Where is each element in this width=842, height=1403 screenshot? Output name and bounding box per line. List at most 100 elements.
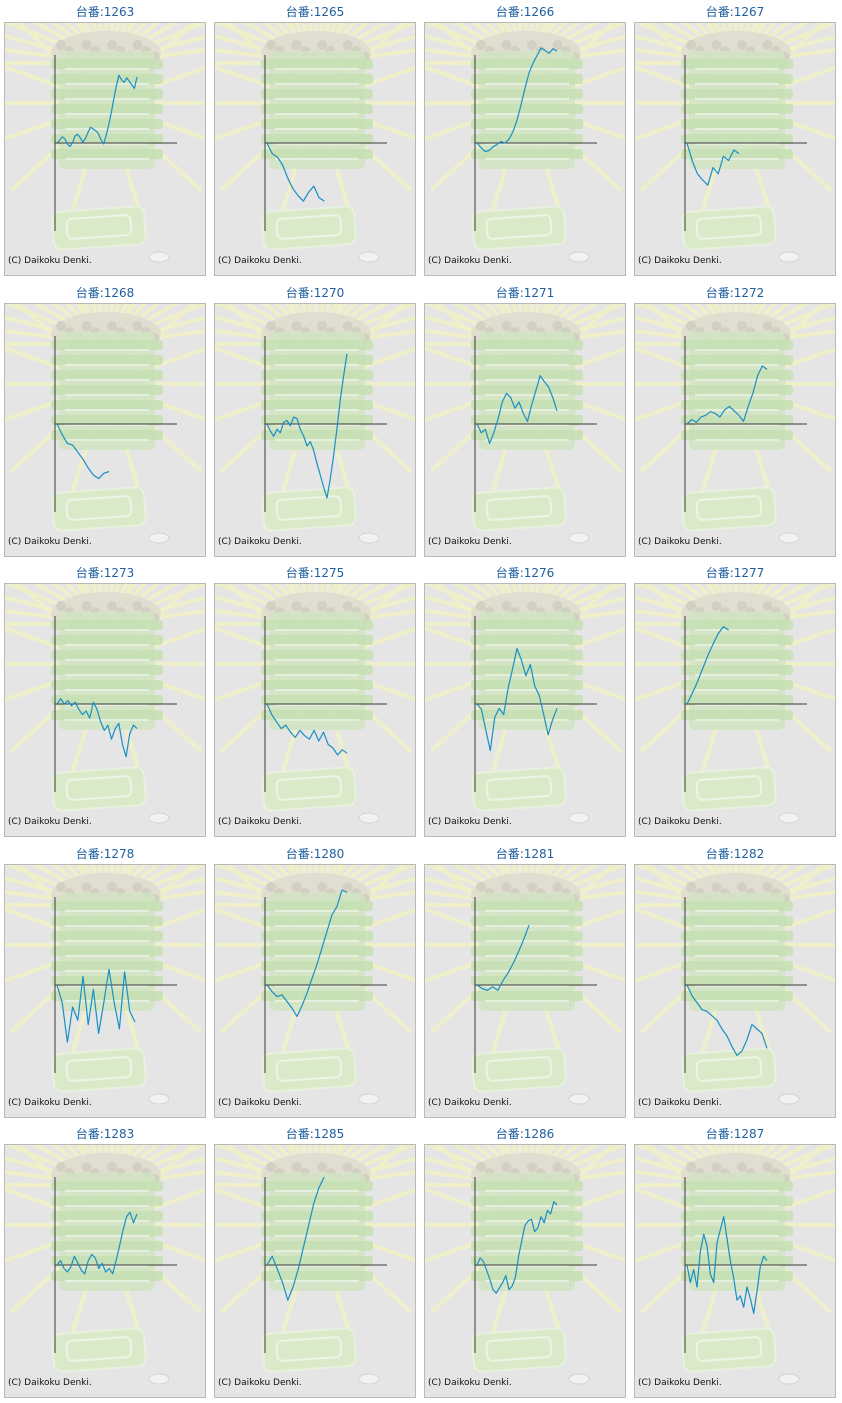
chart-cell: 台番:1273 (C) Daikoku Denki.: [0, 561, 210, 839]
chart-svg: [215, 23, 415, 263]
background-art: [215, 1145, 415, 1385]
chart-cell: 台番:1275 (C) Daikoku Denki.: [210, 561, 420, 839]
chart-cell: 台番:1282 (C) Daikoku Denki.: [630, 842, 840, 1120]
background-art: [635, 304, 835, 544]
copyright-text: (C) Daikoku Denki.: [638, 1378, 722, 1388]
chart-cell: 台番:1280 (C) Daikoku Denki.: [210, 842, 420, 1120]
background-art: [425, 584, 625, 824]
chart-title: 台番:1281: [495, 847, 555, 861]
series-line: [56, 698, 138, 758]
chart-panel: (C) Daikoku Denki.: [4, 22, 206, 276]
background-art: [635, 1145, 835, 1385]
box-stack: [681, 51, 793, 169]
chart-panel: (C) Daikoku Denki.: [214, 864, 416, 1118]
chart-panel: (C) Daikoku Denki.: [214, 22, 416, 276]
background-art: [425, 1145, 625, 1385]
copyright-text: (C) Daikoku Denki.: [428, 817, 512, 827]
series-line: [686, 365, 768, 425]
series-line: [476, 47, 558, 152]
chart-panel: (C) Daikoku Denki.: [214, 303, 416, 557]
chart-title: 台番:1265: [285, 5, 345, 19]
series-line: [686, 984, 768, 1056]
chart-cell: 台番:1281 (C) Daikoku Denki.: [420, 842, 630, 1120]
chart-svg: [5, 865, 205, 1105]
chart-title: 台番:1285: [285, 1127, 345, 1141]
chart-cell: 台番:1287 (C) Daikoku Denki.: [630, 1122, 840, 1400]
box-stack: [471, 893, 583, 1011]
chart-title: 台番:1280: [285, 847, 345, 861]
background-art: [635, 23, 835, 263]
background-art: [5, 865, 205, 1105]
chart-panel: (C) Daikoku Denki.: [4, 1144, 206, 1398]
box-stack: [51, 332, 163, 450]
chart-panel: (C) Daikoku Denki.: [634, 864, 836, 1118]
box-stack: [681, 612, 793, 730]
chart-title: 台番:1276: [495, 566, 555, 580]
chart-title: 台番:1271: [495, 286, 555, 300]
chart-cell: 台番:1278 (C) Daikoku Denki.: [0, 842, 210, 1120]
background-art: [635, 865, 835, 1105]
box-stack: [261, 893, 373, 1011]
chart-svg: [635, 865, 835, 1105]
chart-cell: 台番:1283 (C) Daikoku Denki.: [0, 1122, 210, 1400]
chart-svg: [215, 1145, 415, 1385]
background-art: [215, 865, 415, 1105]
background-art: [5, 584, 205, 824]
chart-cell: 台番:1266 (C) Daikoku Denki.: [420, 0, 630, 278]
chart-svg: [5, 23, 205, 263]
chart-cell: 台番:1268 (C) Daikoku Denki.: [0, 281, 210, 559]
chart-svg: [425, 1145, 625, 1385]
background-art: [5, 23, 205, 263]
series-line: [56, 1211, 138, 1275]
chart-cell: 台番:1272 (C) Daikoku Denki.: [630, 281, 840, 559]
chart-panel: (C) Daikoku Denki.: [634, 22, 836, 276]
chart-panel: (C) Daikoku Denki.: [634, 583, 836, 837]
series-line: [266, 703, 348, 756]
copyright-text: (C) Daikoku Denki.: [638, 537, 722, 547]
copyright-text: (C) Daikoku Denki.: [218, 256, 302, 266]
copyright-text: (C) Daikoku Denki.: [428, 256, 512, 266]
chart-title: 台番:1272: [705, 286, 765, 300]
chart-svg: [215, 865, 415, 1105]
chart-cell: 台番:1270 (C) Daikoku Denki.: [210, 281, 420, 559]
copyright-text: (C) Daikoku Denki.: [638, 1098, 722, 1108]
box-stack: [51, 51, 163, 169]
copyright-text: (C) Daikoku Denki.: [428, 1378, 512, 1388]
chart-panel: (C) Daikoku Denki.: [4, 583, 206, 837]
copyright-text: (C) Daikoku Denki.: [638, 817, 722, 827]
chart-svg: [425, 865, 625, 1105]
copyright-text: (C) Daikoku Denki.: [218, 1378, 302, 1388]
background-art: [215, 23, 415, 263]
chart-title: 台番:1270: [285, 286, 345, 300]
series-line: [266, 1176, 325, 1301]
series-line: [686, 625, 729, 705]
chart-panel: (C) Daikoku Denki.: [4, 303, 206, 557]
chart-title: 台番:1287: [705, 1127, 765, 1141]
chart-title: 台番:1275: [285, 566, 345, 580]
chart-cell: 台番:1285 (C) Daikoku Denki.: [210, 1122, 420, 1400]
chart-panel: (C) Daikoku Denki.: [424, 303, 626, 557]
chart-svg: [635, 23, 835, 263]
chart-title: 台番:1268: [75, 286, 135, 300]
chart-svg: [215, 304, 415, 544]
chart-title: 台番:1282: [705, 847, 765, 861]
box-stack: [51, 893, 163, 1011]
copyright-text: (C) Daikoku Denki.: [218, 537, 302, 547]
box-stack: [471, 612, 583, 730]
copyright-text: (C) Daikoku Denki.: [8, 1098, 92, 1108]
chart-svg: [425, 584, 625, 824]
box-stack: [51, 612, 163, 730]
box-stack: [471, 332, 583, 450]
chart-cell: 台番:1265 (C) Daikoku Denki.: [210, 0, 420, 278]
background-art: [5, 304, 205, 544]
series-line: [686, 142, 740, 186]
chart-title: 台番:1283: [75, 1127, 135, 1141]
series-line: [476, 647, 558, 752]
box-stack: [261, 612, 373, 730]
chart-panel: (C) Daikoku Denki.: [634, 303, 836, 557]
box-stack: [51, 1173, 163, 1291]
box-stack: [471, 51, 583, 169]
copyright-text: (C) Daikoku Denki.: [8, 537, 92, 547]
chart-svg: [5, 304, 205, 544]
